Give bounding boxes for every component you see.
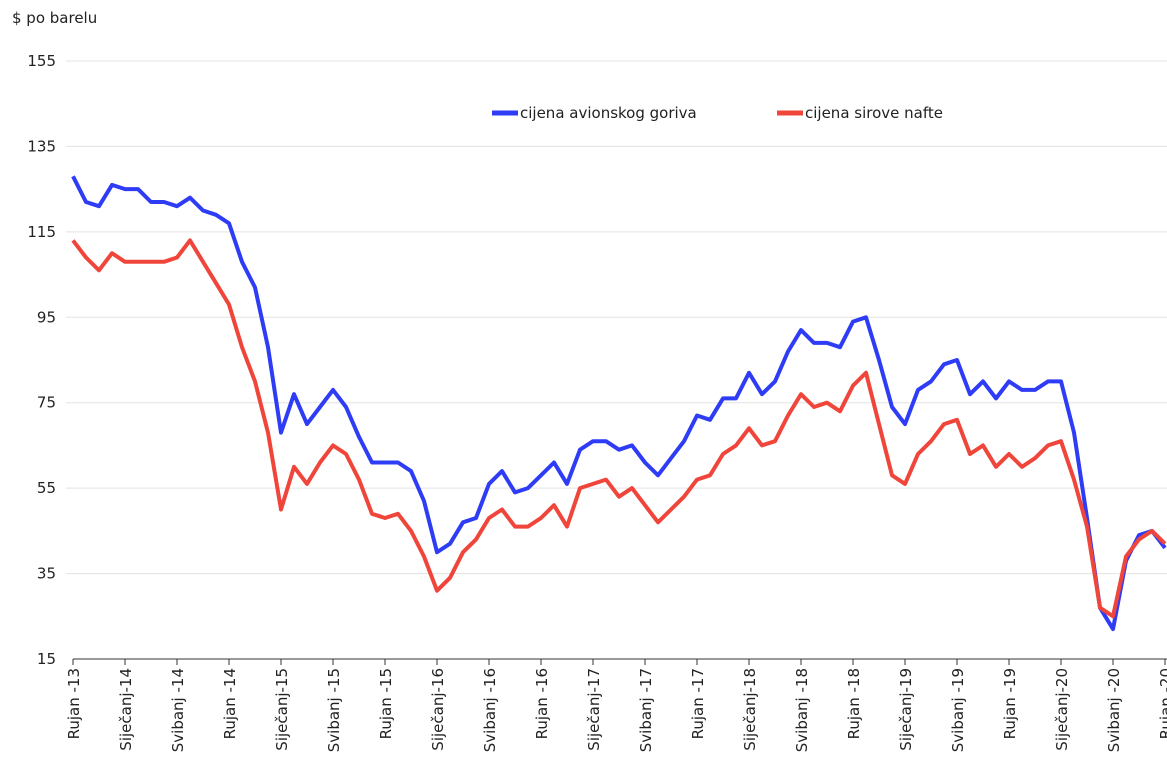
x-tick-label: Rujan -20 <box>1157 668 1167 739</box>
x-tick-label: Svibanj -18 <box>793 668 811 752</box>
x-tick-label: Rujan -17 <box>689 668 707 739</box>
y-tick-label: 75 <box>37 394 56 412</box>
x-tick-label: Rujan -19 <box>1001 668 1019 739</box>
x-tick-label: Svibanj -15 <box>325 668 343 752</box>
x-tick-label: Siječanj-14 <box>117 668 135 751</box>
legend-label: cijena sirove nafte <box>805 104 943 122</box>
y-tick-label: 35 <box>37 565 56 583</box>
x-tick-label: Siječanj-19 <box>897 668 915 751</box>
x-tick-label: Siječanj-16 <box>429 668 447 751</box>
x-tick-label: Siječanj-18 <box>741 668 759 751</box>
x-tick-label: Rujan -13 <box>65 668 83 739</box>
x-tick-label: Svibanj -14 <box>169 668 187 752</box>
x-tick-label: Rujan -15 <box>377 668 395 739</box>
y-tick-label: 95 <box>37 308 56 326</box>
y-tick-label: 135 <box>27 137 56 155</box>
x-tick-label: Svibanj -17 <box>637 668 655 752</box>
x-tick-label: Siječanj-20 <box>1053 668 1071 751</box>
x-tick-label: Svibanj -20 <box>1105 668 1123 752</box>
y-axis-label: $ po barelu <box>12 9 97 27</box>
x-tick-label: Svibanj -19 <box>949 668 967 752</box>
x-tick-label: Rujan -16 <box>533 668 551 739</box>
legend-label: cijena avionskog goriva <box>520 104 697 122</box>
y-tick-label: 55 <box>37 479 56 497</box>
x-tick-label: Siječanj-17 <box>585 668 603 751</box>
series-line <box>71 238 1167 619</box>
x-tick-label: Rujan -14 <box>221 668 239 739</box>
y-tick-label: 115 <box>27 223 56 241</box>
x-tick-label: Svibanj -16 <box>481 668 499 752</box>
y-tick-label: 155 <box>27 52 56 70</box>
y-tick-label: 15 <box>37 650 56 668</box>
x-tick-label: Siječanj-15 <box>273 668 291 751</box>
x-tick-label: Rujan -18 <box>845 668 863 739</box>
series-line <box>71 175 1167 632</box>
